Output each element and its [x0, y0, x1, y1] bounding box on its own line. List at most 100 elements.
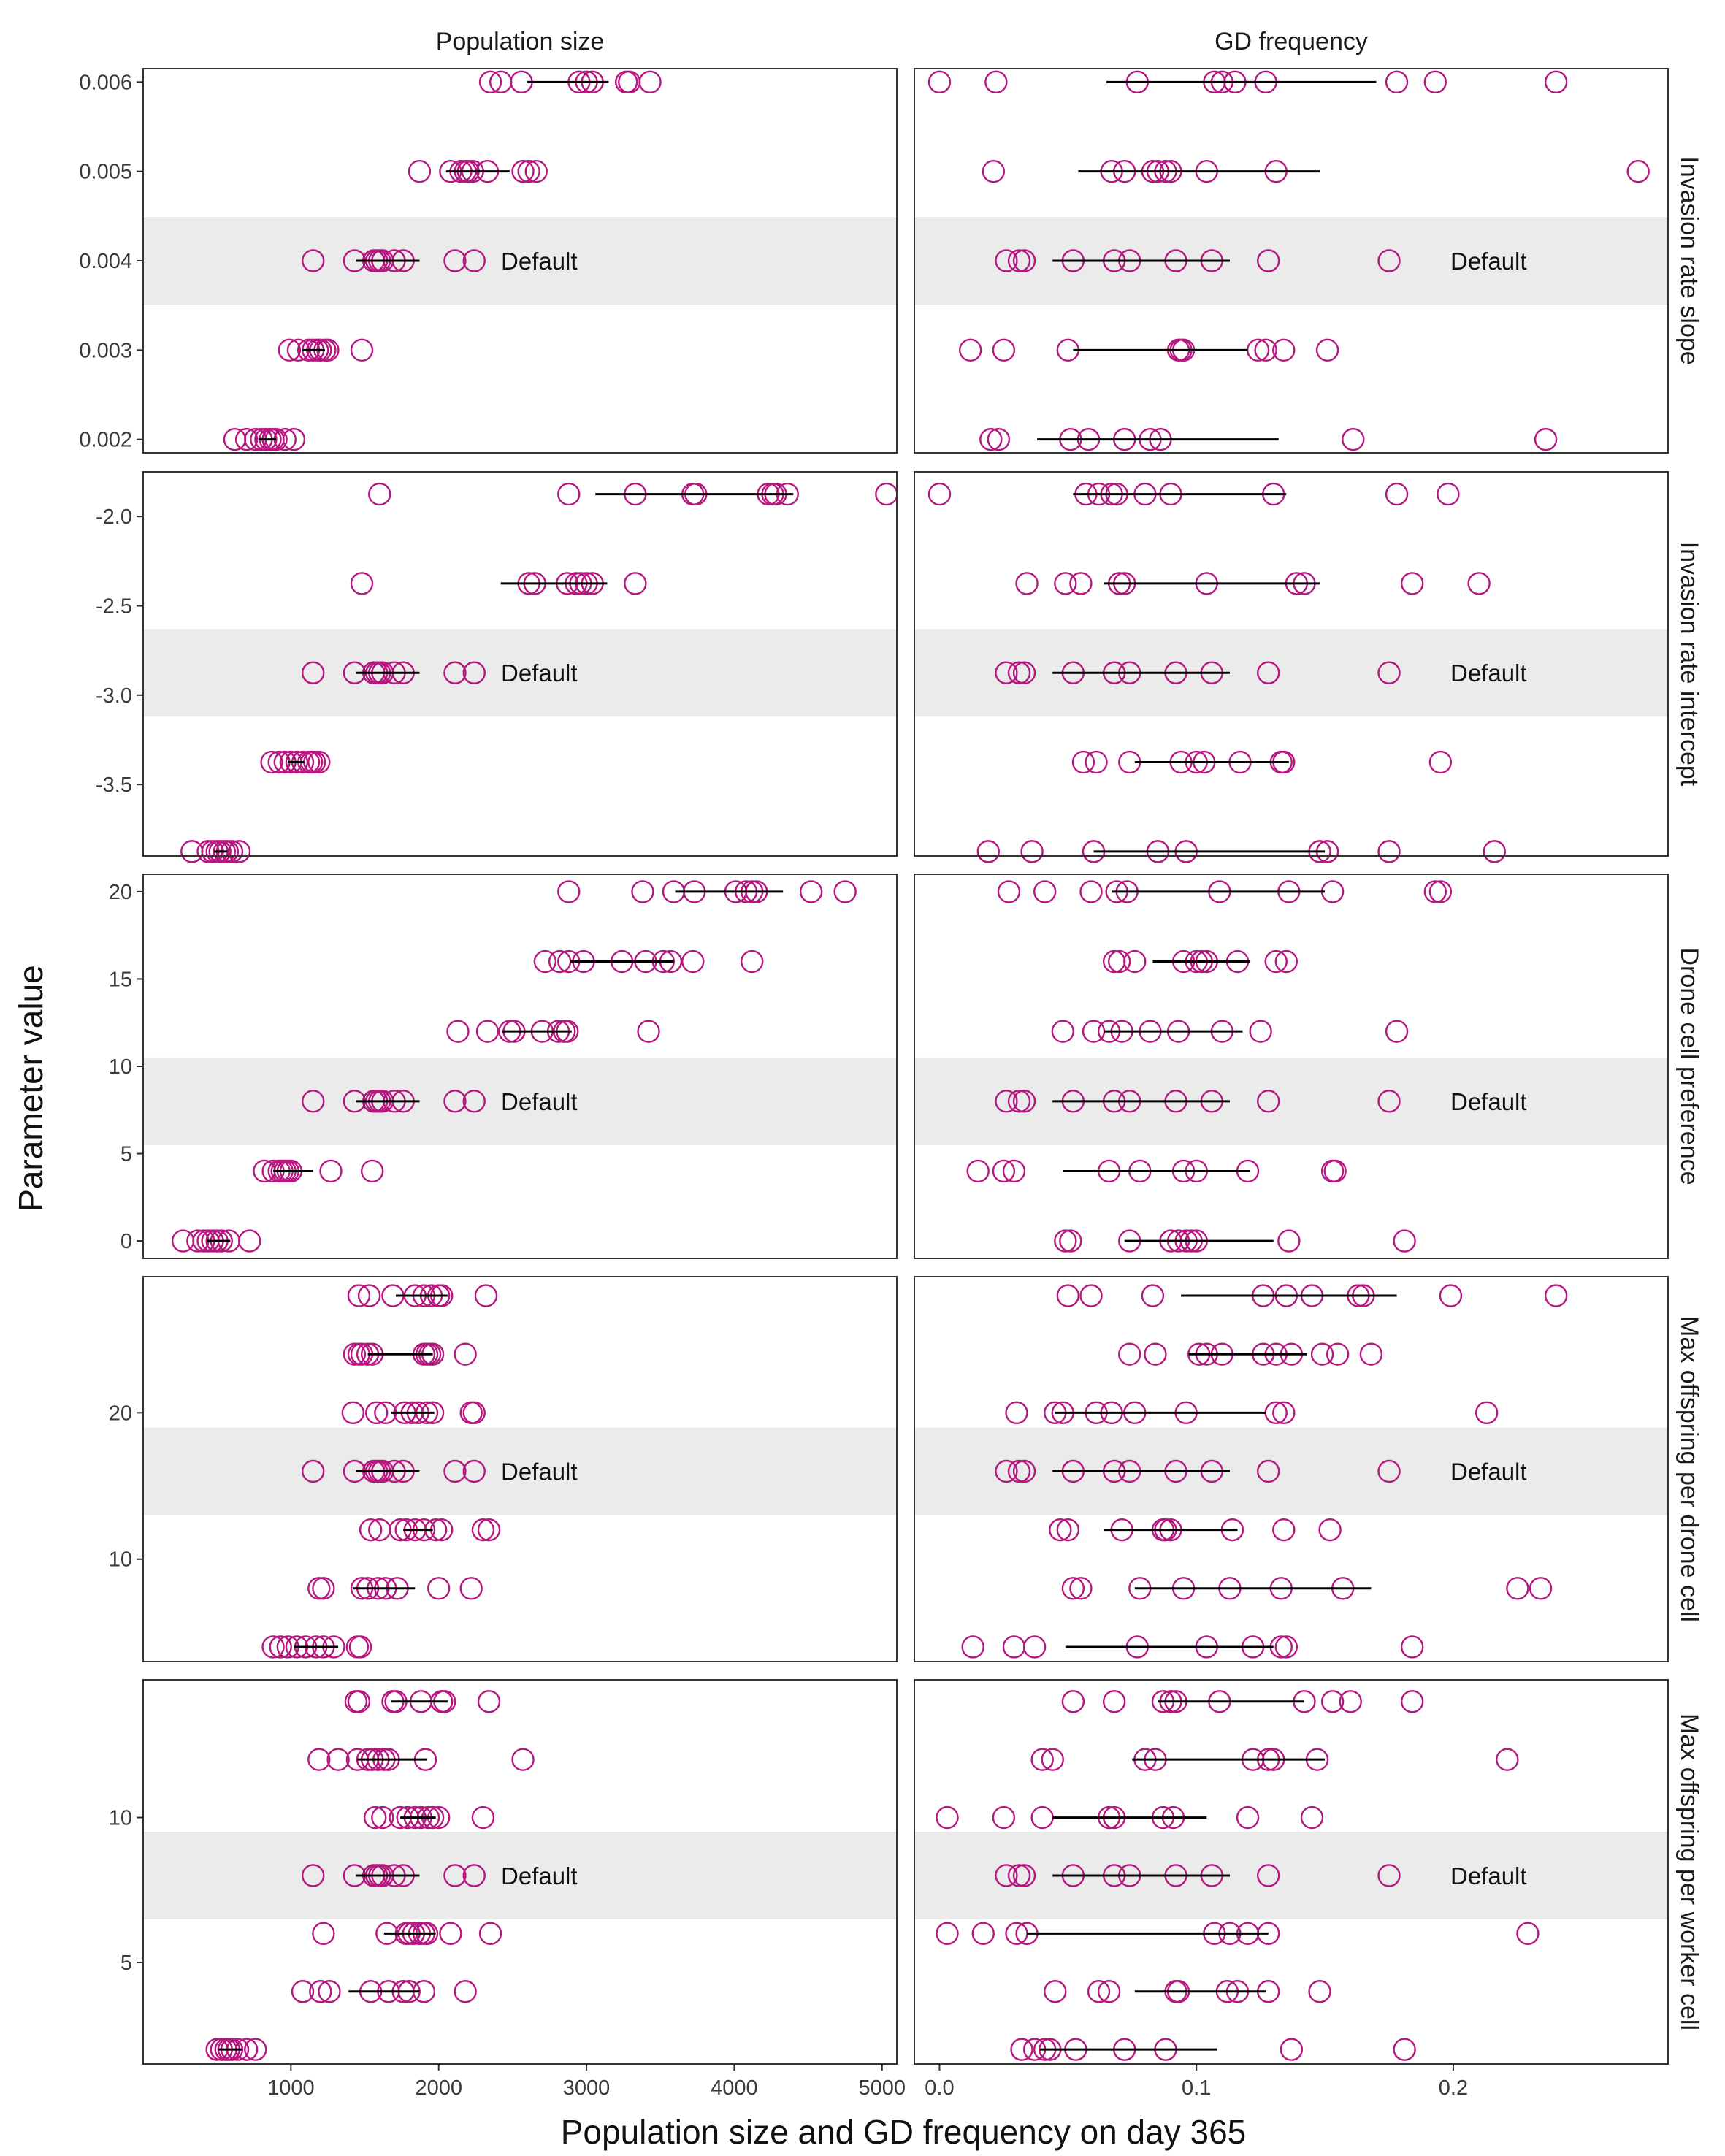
data-point — [1385, 70, 1409, 94]
default-label: Default — [501, 1088, 578, 1115]
default-label: Default — [1450, 1088, 1527, 1115]
data-point — [1377, 1864, 1401, 1887]
y-tick-label: 10 — [109, 1807, 132, 1830]
data-point — [1056, 1518, 1080, 1542]
data-point — [318, 1980, 341, 2003]
data-point — [408, 159, 432, 183]
default-highlight-band — [143, 1057, 897, 1145]
data-point — [234, 427, 259, 451]
default-highlight-band — [914, 629, 1668, 717]
data-point — [1256, 1090, 1280, 1113]
data-point — [1097, 1980, 1121, 2003]
data-point — [443, 1459, 467, 1483]
data-point — [995, 1864, 1018, 1887]
data-point — [1400, 1635, 1424, 1659]
default-label: Default — [1450, 660, 1527, 687]
default-highlight-band — [143, 1427, 897, 1515]
data-point — [1400, 572, 1424, 595]
data-point — [360, 1159, 384, 1183]
data-point — [312, 1922, 335, 1946]
y-tick-label: 0 — [121, 1230, 132, 1253]
x-tick-label: 0.0 — [925, 2076, 954, 2100]
facet-panel: Default 10 20 — [109, 1276, 898, 1662]
data-point — [1423, 70, 1447, 94]
data-point — [307, 1748, 331, 1771]
data-point — [1061, 1690, 1085, 1713]
default-label: Default — [1450, 1862, 1527, 1889]
data-point — [244, 2038, 267, 2061]
x-tick-label: 2000 — [415, 2076, 462, 2100]
data-point — [475, 1020, 500, 1043]
data-point — [1393, 2038, 1416, 2061]
data-point — [1428, 750, 1453, 774]
data-point — [1264, 949, 1288, 974]
panel-border — [914, 1679, 1669, 2065]
data-point — [471, 1805, 495, 1830]
data-point — [1012, 1864, 1036, 1887]
y-tick-label: -3.5 — [96, 773, 132, 797]
data-point — [740, 949, 764, 974]
default-highlight-band — [914, 217, 1668, 305]
y-tick-label: 15 — [109, 968, 132, 991]
default-highlight-band — [914, 1057, 1668, 1145]
data-point — [462, 1401, 486, 1425]
data-point — [1256, 249, 1280, 272]
data-point — [533, 949, 557, 974]
data-point — [936, 1922, 959, 1946]
data-point — [557, 482, 581, 506]
data-point — [1020, 840, 1044, 863]
data-point — [302, 249, 325, 272]
data-point — [1377, 840, 1401, 863]
data-point — [524, 159, 548, 183]
data-point — [347, 1284, 371, 1307]
data-point — [312, 1577, 335, 1600]
data-point — [1087, 1980, 1111, 2003]
data-point — [511, 159, 535, 183]
data-point — [462, 1864, 486, 1887]
data-point — [1033, 880, 1057, 903]
x-tick-label: 3000 — [563, 2076, 611, 2100]
data-point — [1249, 1020, 1272, 1043]
data-point — [966, 1159, 990, 1183]
data-point — [1318, 1518, 1342, 1542]
data-point — [326, 1748, 350, 1771]
data-point — [478, 70, 502, 94]
data-point — [1022, 1635, 1047, 1659]
strip-labels: Population size GD frequency Invasion rate… — [436, 28, 1703, 2030]
x-tick-label: 5000 — [859, 2076, 906, 2100]
data-point — [631, 880, 654, 903]
data-point — [350, 338, 374, 362]
data-point — [443, 1090, 467, 1113]
panel-border — [142, 1679, 898, 2065]
data-point — [987, 427, 1011, 451]
row-strip-label: Invasion rate slope — [1675, 156, 1703, 364]
data-point — [1439, 1284, 1463, 1307]
y-tick-label: 20 — [109, 1402, 132, 1425]
data-point — [269, 1635, 292, 1659]
data-point — [237, 1229, 261, 1253]
default-highlight-band — [143, 217, 897, 305]
data-point — [1005, 1401, 1028, 1425]
data-point — [1030, 1748, 1054, 1771]
data-point — [1079, 880, 1103, 903]
data-point — [1277, 1229, 1301, 1253]
data-point — [927, 482, 952, 506]
data-point — [1069, 572, 1093, 595]
data-point — [443, 249, 467, 272]
data-point — [1544, 70, 1568, 94]
column-strip-label: Population size — [436, 28, 605, 56]
data-point — [1141, 1284, 1165, 1307]
data-point — [1069, 1577, 1093, 1600]
x-tick-label: 1000 — [267, 2076, 315, 2100]
data-point — [833, 880, 857, 903]
data-point — [1423, 880, 1447, 903]
data-point — [478, 1922, 502, 1946]
y-tick-label: 0.005 — [79, 161, 132, 184]
panel-border — [914, 68, 1669, 454]
data-point — [1437, 482, 1460, 506]
data-point — [681, 949, 705, 974]
facet-panel: Default — [914, 471, 1669, 863]
data-point — [992, 1805, 1016, 1830]
data-point — [1054, 572, 1077, 595]
data-point — [982, 159, 1006, 183]
